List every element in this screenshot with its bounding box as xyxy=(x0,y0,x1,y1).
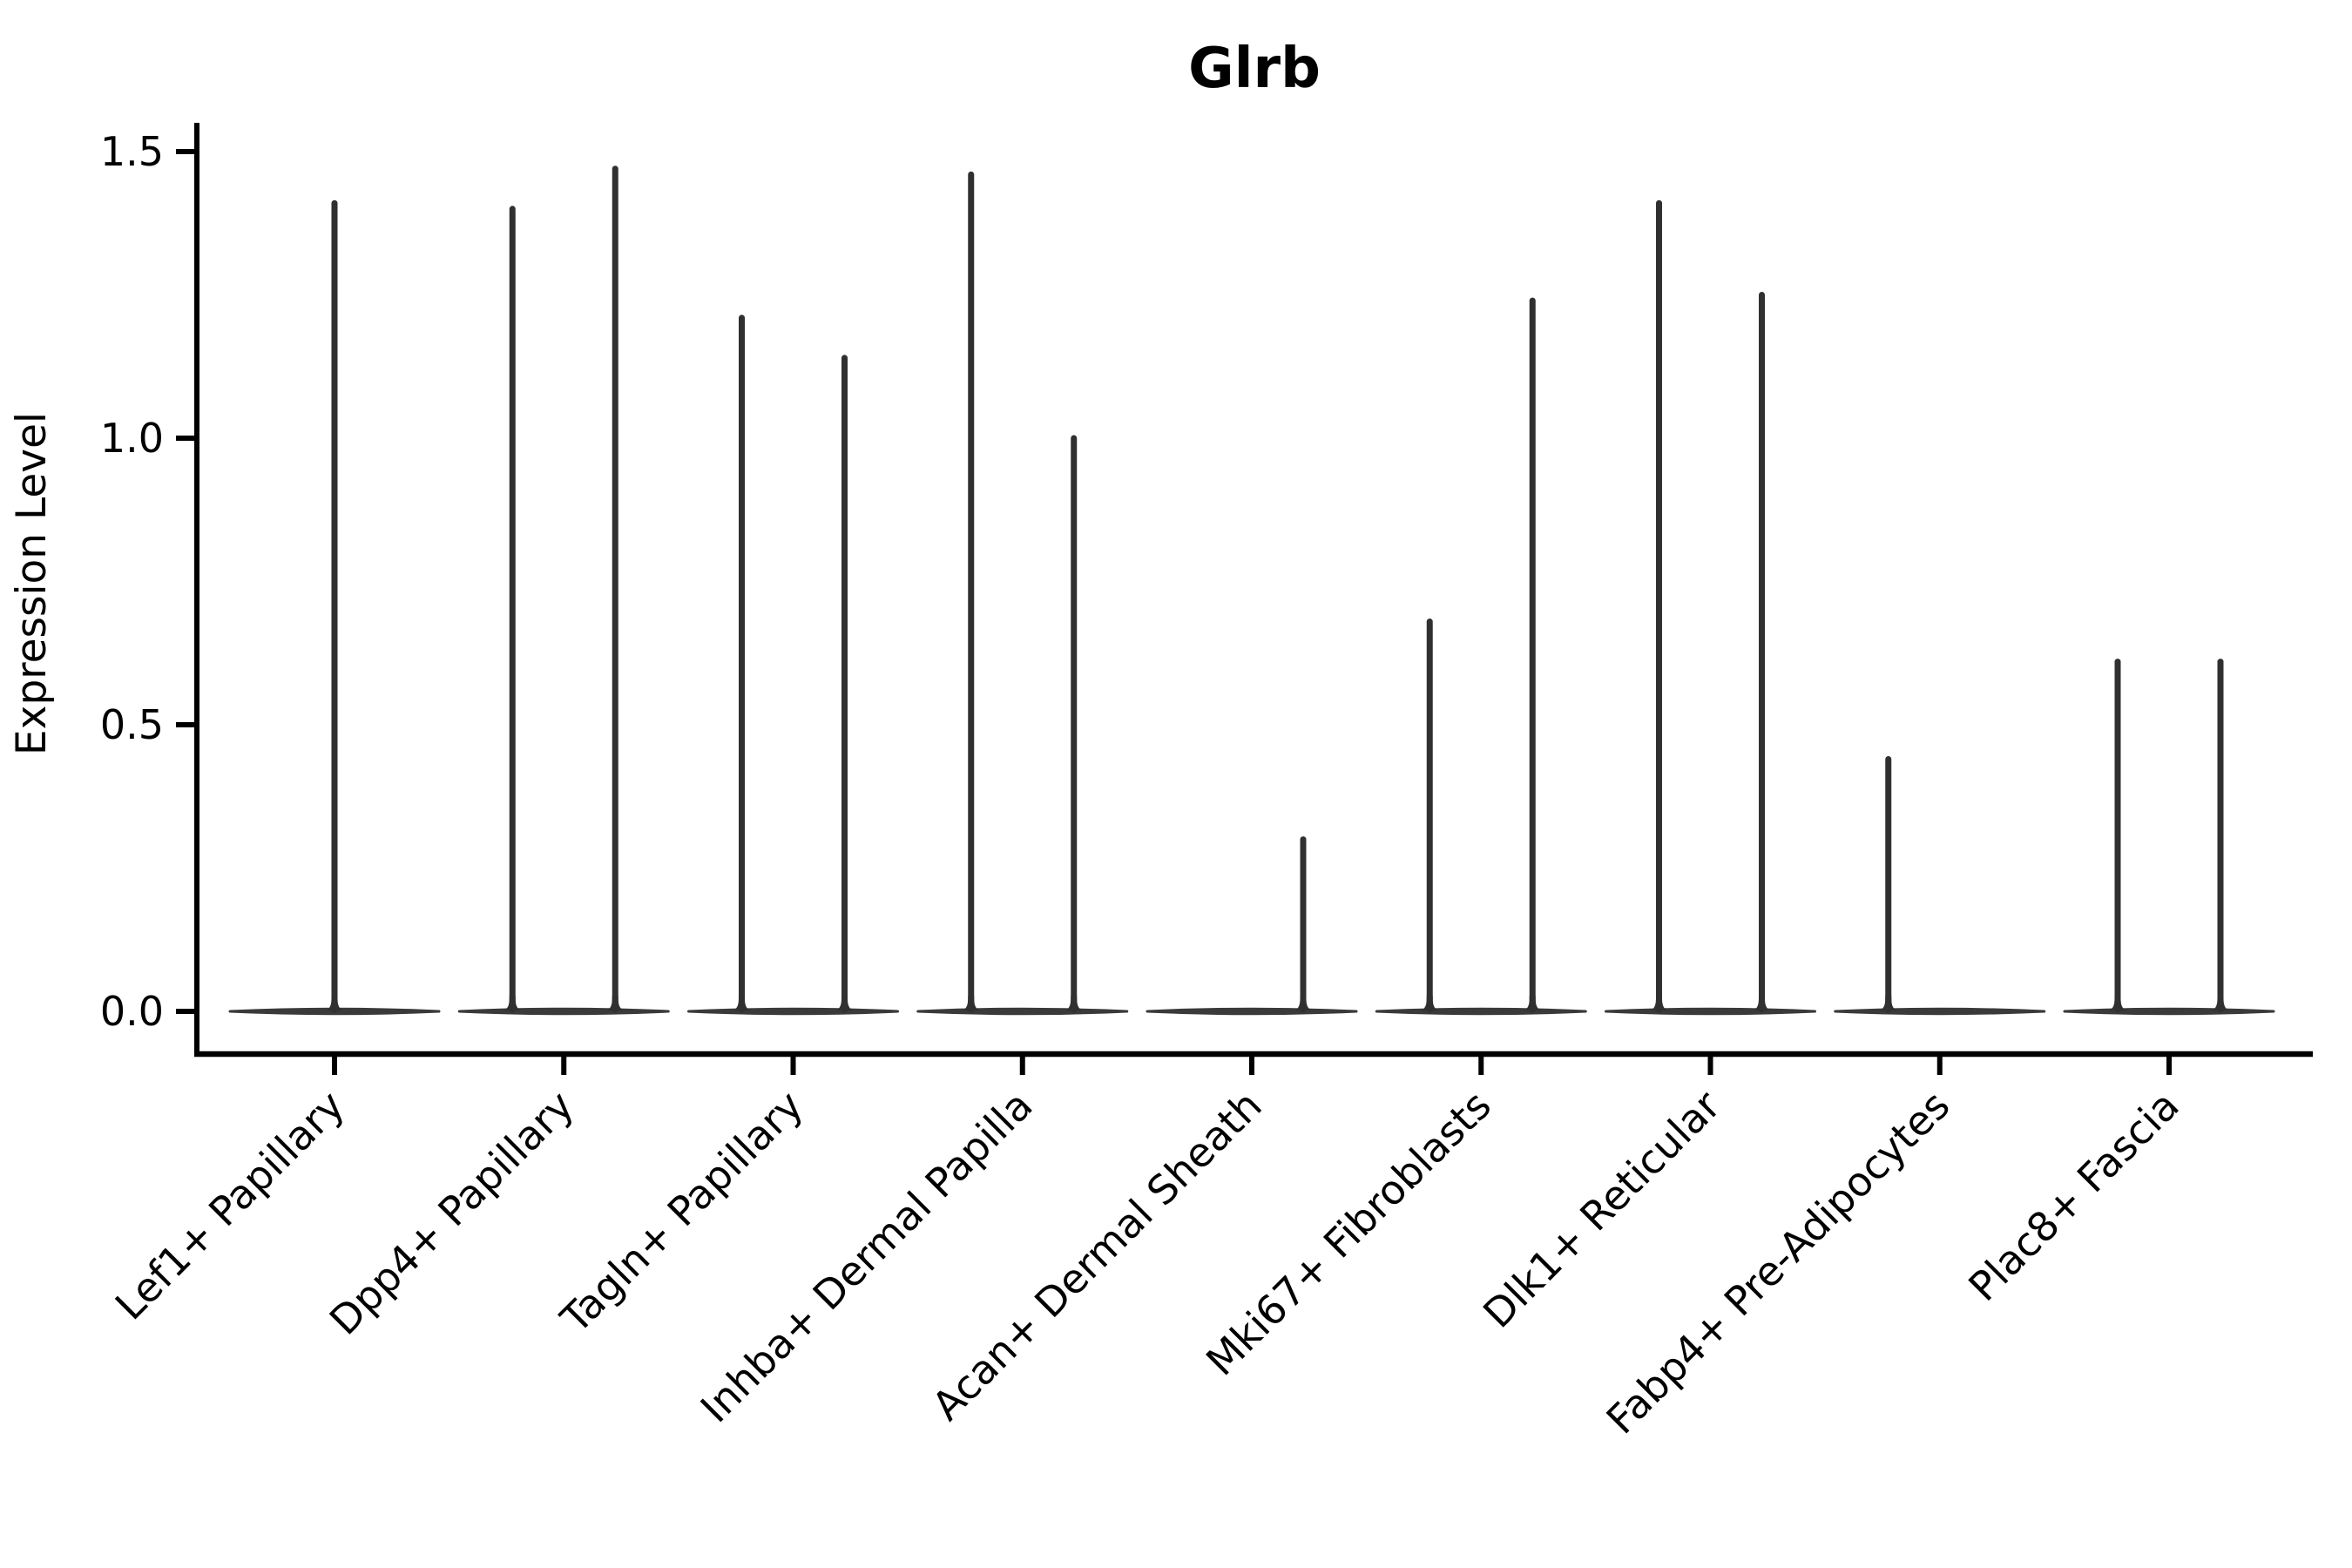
violin-base xyxy=(457,1007,670,1016)
y-axis-label: Expression Level xyxy=(8,412,56,755)
x-tick-label: Lef1+ Papillary xyxy=(106,1082,354,1329)
violin-base xyxy=(1605,1007,1816,1016)
axes-layer xyxy=(176,123,2313,1075)
violin-base xyxy=(687,1007,899,1016)
y-tick-label: 1.5 xyxy=(100,128,164,175)
y-tick-label: 1.0 xyxy=(100,415,164,462)
x-tick-label: Dlk1+ Reticular xyxy=(1474,1082,1729,1337)
violin-base xyxy=(2063,1007,2275,1016)
violin-base xyxy=(1375,1007,1587,1016)
violin-base xyxy=(916,1007,1129,1016)
x-tick-label: Tagln+ Papillary xyxy=(551,1082,813,1343)
x-tick-label: Dpp4+ Papillary xyxy=(321,1082,583,1344)
chart-title: Glrb xyxy=(1188,37,1321,101)
x-tick-label: Plac8+ Fascia xyxy=(1959,1082,2187,1310)
violin-base xyxy=(1146,1007,1358,1016)
y-tick-label: 0.0 xyxy=(100,988,164,1035)
y-tick-label: 0.5 xyxy=(100,701,164,748)
violin-base xyxy=(1834,1007,2046,1016)
violins-layer xyxy=(228,166,2275,1016)
